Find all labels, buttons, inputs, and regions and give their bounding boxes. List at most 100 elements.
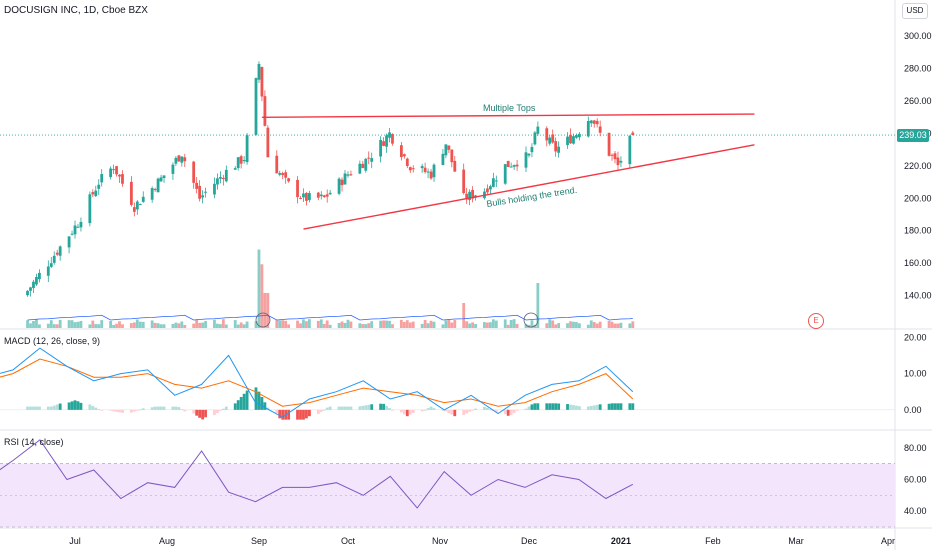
volume-bar xyxy=(506,324,510,328)
candle-body xyxy=(399,145,403,158)
price-axis-tick-label: 160.00 xyxy=(904,258,932,268)
candle-body xyxy=(598,126,602,133)
macd-histogram-bar xyxy=(52,405,56,410)
candle-body xyxy=(346,174,350,176)
volume-bar xyxy=(533,324,537,328)
candle-body xyxy=(423,167,427,173)
currency-badge[interactable]: USD xyxy=(902,3,928,19)
candle-body xyxy=(302,193,305,198)
candle-body xyxy=(575,135,578,138)
candle-body xyxy=(465,193,469,200)
candle-body xyxy=(141,196,145,202)
macd-histogram-bar xyxy=(506,409,510,416)
volume-bar xyxy=(370,321,374,328)
volume-bar xyxy=(572,321,575,328)
macd-histogram-bar xyxy=(494,409,498,413)
macd-histogram-bar xyxy=(515,409,519,411)
macd-histogram-bar xyxy=(379,403,383,410)
candle-body xyxy=(319,194,323,197)
macd-indicator-label[interactable]: MACD (12, 26, close, 9) xyxy=(4,336,101,346)
volume-bar xyxy=(73,322,77,328)
macd-histogram-bar xyxy=(242,393,246,410)
candle-body xyxy=(610,154,614,156)
candle-body xyxy=(299,198,302,200)
macd-histogram-bar xyxy=(453,409,457,417)
macd-histogram-bar xyxy=(598,404,602,410)
volume-bar xyxy=(275,320,279,328)
macd-histogram-bar xyxy=(569,404,572,410)
volume-ma-line xyxy=(27,314,633,321)
macd-histogram-bar xyxy=(402,409,406,415)
volume-bar xyxy=(471,322,474,328)
earnings-marker[interactable]: E xyxy=(808,313,824,329)
volume-bar xyxy=(254,321,258,328)
macd-histogram-bar xyxy=(474,408,477,410)
macd-histogram-bar xyxy=(367,404,371,410)
candle-body xyxy=(100,174,104,183)
volume-bar xyxy=(79,320,83,328)
macd-histogram-bar xyxy=(325,407,329,410)
macd-histogram-bar xyxy=(156,406,160,410)
macd-histogram-bar xyxy=(468,409,472,412)
volume-bar xyxy=(204,321,207,328)
macd-histogram-bar xyxy=(29,406,32,410)
macd-histogram-bar xyxy=(340,406,344,410)
candle-body xyxy=(536,126,540,134)
volume-bar xyxy=(260,264,264,328)
volume-bar xyxy=(486,322,489,328)
volume-bar xyxy=(38,324,41,328)
candle-body xyxy=(589,120,593,124)
candle-body xyxy=(115,166,118,175)
candle-body xyxy=(109,168,113,178)
volume-bar xyxy=(132,322,136,328)
candle-body xyxy=(613,153,617,160)
macd-histogram-bar xyxy=(391,409,394,411)
candle-body xyxy=(198,185,202,199)
trendline-support xyxy=(303,144,755,230)
volume-bar xyxy=(35,319,38,328)
candle-body xyxy=(533,132,537,145)
volume-bar xyxy=(358,323,362,328)
candle-body xyxy=(619,160,623,163)
price-axis-tick-label: 300.00 xyxy=(904,31,932,41)
volume-layer xyxy=(26,249,635,328)
volume-bar xyxy=(67,320,71,328)
volume-bar xyxy=(524,324,528,328)
macd-histogram-bar xyxy=(328,406,332,410)
candle-body xyxy=(174,157,178,164)
rsi-indicator-label[interactable]: RSI (14, close) xyxy=(4,437,64,447)
volume-bar xyxy=(586,324,590,328)
macd-histogram-bar xyxy=(263,402,267,410)
macd-histogram-bar xyxy=(586,406,590,410)
candle-body xyxy=(132,207,136,212)
volume-bar xyxy=(589,320,593,328)
macd-histogram-bar xyxy=(121,409,124,413)
macd-histogram-bar xyxy=(94,407,98,410)
macd-histogram-bar xyxy=(299,409,302,420)
macd-histogram-bar xyxy=(578,406,581,410)
macd-histogram-bar xyxy=(465,409,469,414)
volume-bar xyxy=(100,320,104,328)
volume-bar xyxy=(616,323,620,328)
volume-bar xyxy=(569,321,572,328)
macd-histogram-bar xyxy=(616,403,620,410)
time-axis-tick-label: Mar xyxy=(788,536,804,546)
candle-body xyxy=(557,146,561,153)
candle-body xyxy=(444,144,448,156)
time-axis-tick-label: Aug xyxy=(159,536,175,546)
macd-histogram-bar xyxy=(385,405,388,410)
volume-bar xyxy=(162,324,166,328)
candle-body xyxy=(530,146,534,153)
volume-bar xyxy=(70,320,74,328)
candle-body xyxy=(364,158,368,171)
macd-histogram-bar xyxy=(174,406,178,410)
rsi-axis-tick-label: 60.00 xyxy=(904,475,927,485)
candle-body xyxy=(408,167,412,171)
macd-histogram-bar xyxy=(281,409,285,420)
candle-body xyxy=(177,155,181,162)
volume-bar xyxy=(399,319,403,328)
volume-bar xyxy=(159,324,163,328)
volume-bar xyxy=(32,321,35,328)
candle-body xyxy=(607,132,611,156)
